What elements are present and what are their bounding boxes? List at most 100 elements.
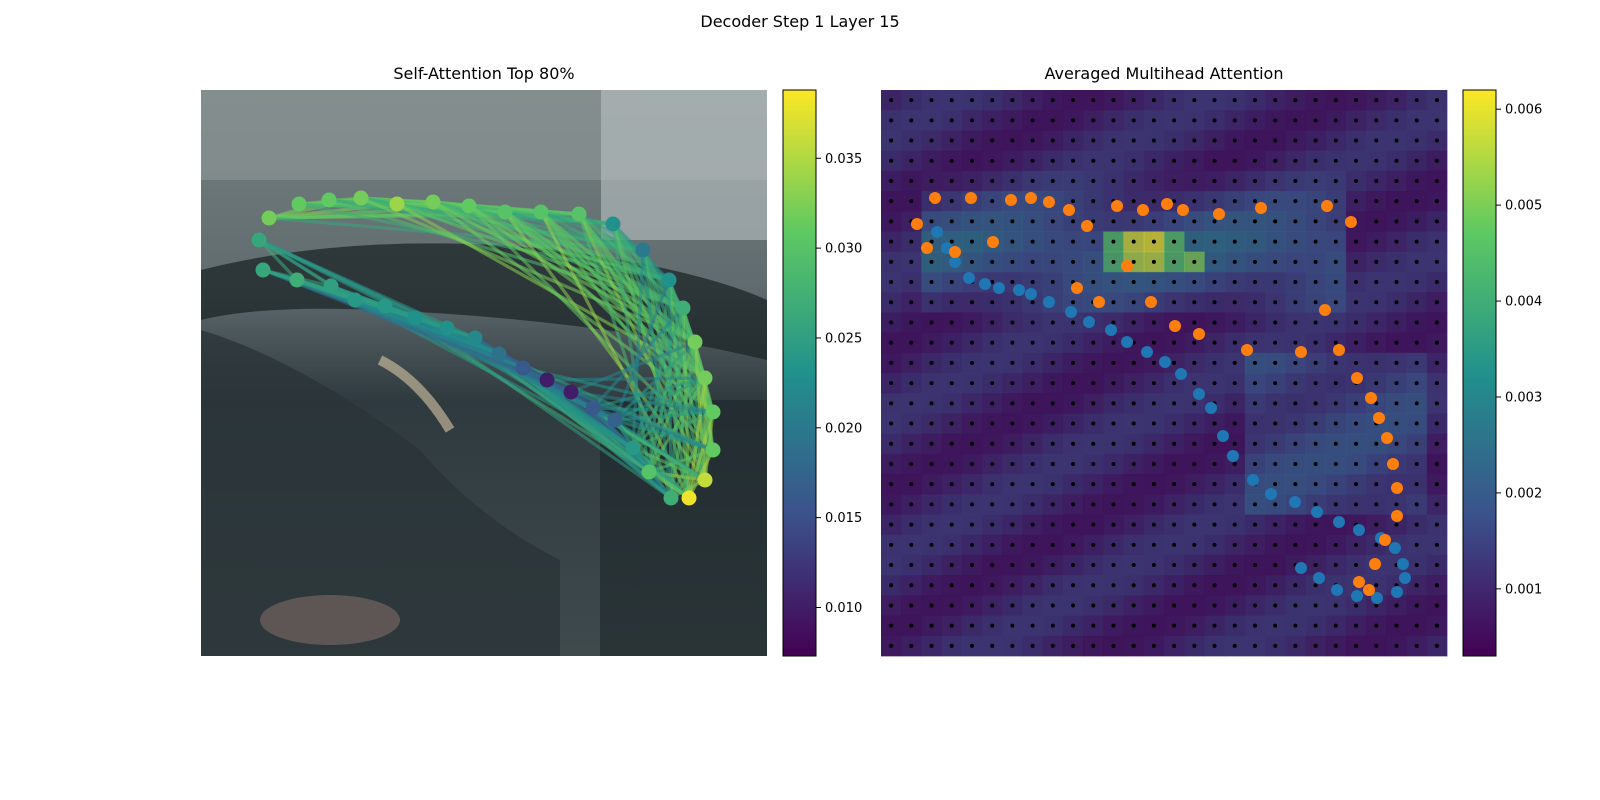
grid-dot (969, 441, 974, 446)
grid-dot (949, 300, 954, 305)
grid-dot (1091, 522, 1096, 527)
grid-dot (1414, 320, 1419, 325)
grid-dot (1172, 381, 1177, 386)
grid-dot (1354, 98, 1359, 103)
attention-edge (669, 411, 715, 499)
grid-dot (1273, 199, 1278, 204)
grid-dot (1293, 138, 1298, 143)
grid-dot (1394, 603, 1399, 608)
reference-point (1065, 306, 1077, 318)
grid-dot (1111, 583, 1116, 588)
grid-dot (1192, 643, 1197, 648)
left-colorbar-ticks: 0.010 0.015 0.020 0.025 0.030 0.035 (816, 152, 862, 616)
grid-dot (969, 401, 974, 406)
colorbar-tick-label: 0.005 (1505, 199, 1542, 214)
grid-dot (949, 158, 954, 163)
grid-dot (1414, 158, 1419, 163)
grid-dot (1071, 482, 1076, 487)
grid-dot (1252, 239, 1257, 244)
grid-dot (1232, 138, 1237, 143)
grid-dot (1414, 199, 1419, 204)
grid-dot (1172, 280, 1177, 285)
grid-dot (929, 158, 934, 163)
grid-dot (909, 522, 914, 527)
reference-points (911, 192, 1411, 604)
grid-dot (1414, 340, 1419, 345)
grid-dot (1091, 118, 1096, 123)
grid-dot (1192, 502, 1197, 507)
grid-dot (909, 623, 914, 628)
grid-dot (1434, 239, 1439, 244)
grid-dot (1050, 623, 1055, 628)
colorbar-tick-label: 0.002 (1505, 486, 1542, 501)
grid-dot (1354, 563, 1359, 568)
grid-dot (1050, 441, 1055, 446)
grid-dot (889, 138, 894, 143)
grid-dot (1091, 178, 1096, 183)
lane-point (533, 204, 549, 220)
grid-dot (1111, 522, 1116, 527)
colorbar-tick-label: 0.001 (1505, 582, 1542, 597)
grid-dot (1172, 522, 1177, 527)
grid-dot (1313, 219, 1318, 224)
grid-dot (1212, 320, 1217, 325)
grid-dot (1030, 522, 1035, 527)
grid-dot (1111, 502, 1116, 507)
grid-dot (1414, 643, 1419, 648)
grid-dot (909, 441, 914, 446)
grid-dot (1273, 300, 1278, 305)
grid-dot (1010, 381, 1015, 386)
grid-dot (1273, 219, 1278, 224)
grid-dot (1232, 563, 1237, 568)
lane-point (563, 384, 579, 400)
grid-dot (889, 623, 894, 628)
grid-dot (1313, 300, 1318, 305)
grid-dot (1131, 603, 1136, 608)
grid-dot (1374, 441, 1379, 446)
grid-dot (1252, 98, 1257, 103)
grid-dot (1071, 158, 1076, 163)
grid-dot (929, 219, 934, 224)
grid-dot (889, 340, 894, 345)
lane-point (661, 272, 677, 288)
grid-dot (1252, 542, 1257, 547)
grid-dot (1313, 563, 1318, 568)
grid-dot (929, 239, 934, 244)
grid-dot (1354, 340, 1359, 345)
grid-dot (969, 623, 974, 628)
grid-dot (1354, 280, 1359, 285)
grid-dot (1434, 583, 1439, 588)
grid-dot (1354, 320, 1359, 325)
grid-dot (1192, 158, 1197, 163)
grid-dot (1192, 563, 1197, 568)
grid-dot (1151, 643, 1156, 648)
reference-point (1333, 344, 1345, 356)
grid-dot (1394, 118, 1399, 123)
grid-dot (1050, 563, 1055, 568)
grid-dot (909, 502, 914, 507)
grid-dot (949, 178, 954, 183)
grid-dot (1030, 300, 1035, 305)
grid-dot (1050, 280, 1055, 285)
attention-edge (631, 376, 707, 450)
grid-dot (909, 98, 914, 103)
grid-dot (1374, 118, 1379, 123)
grid-dot (1131, 482, 1136, 487)
grid-dot (1434, 280, 1439, 285)
grid-dot (949, 603, 954, 608)
grid-dot (1010, 178, 1015, 183)
grid-dot (1374, 300, 1379, 305)
reference-point (1013, 284, 1025, 296)
grid-dot (1151, 118, 1156, 123)
grid-dot (929, 542, 934, 547)
reference-point (1141, 346, 1153, 358)
grid-dot (889, 542, 894, 547)
grid-dot (909, 461, 914, 466)
grid-dot (1212, 239, 1217, 244)
reference-point (1371, 592, 1383, 604)
grid-dot (1252, 199, 1257, 204)
grid-dot (1212, 138, 1217, 143)
grid-dot (1010, 583, 1015, 588)
grid-dot (1151, 178, 1156, 183)
left-panel-image (201, 90, 767, 656)
